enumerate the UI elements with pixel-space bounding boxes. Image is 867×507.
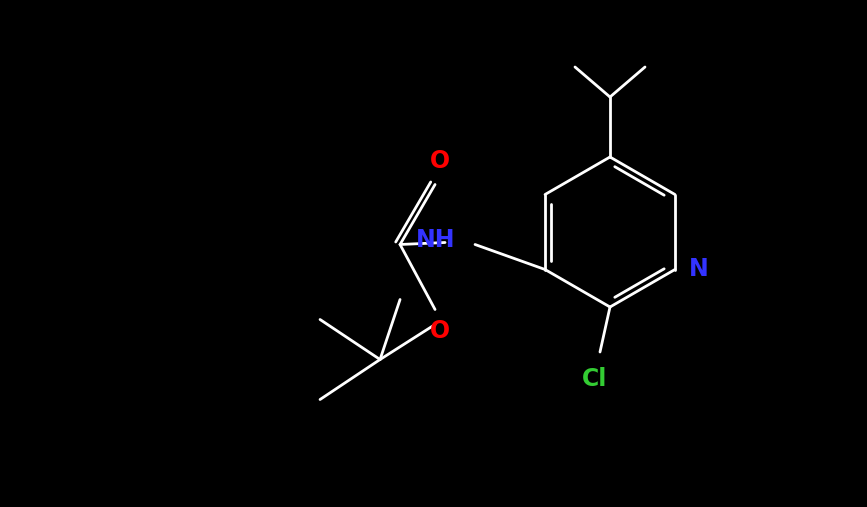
Text: O: O [430,319,450,344]
Text: Cl: Cl [583,367,608,391]
Text: N: N [689,258,708,281]
Text: O: O [430,149,450,172]
Text: NH: NH [415,228,455,251]
